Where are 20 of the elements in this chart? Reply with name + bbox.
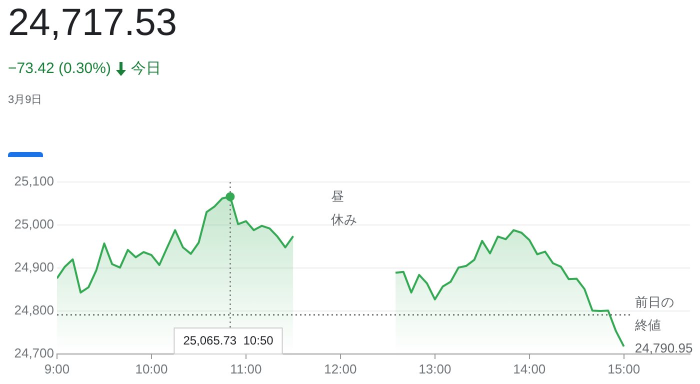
x-tick-label: 14:00: [513, 361, 546, 376]
chart-title: 24,717.53: [8, 2, 178, 45]
y-tick-label: 25,000: [14, 216, 54, 232]
text: 今日: [131, 59, 161, 78]
y-tick-label: 24,700: [14, 346, 54, 361]
annotation: 昼休み: [331, 188, 357, 229]
y-tick-label: 24,800: [14, 302, 54, 318]
y-tick-label: 25,100: [14, 174, 54, 189]
x-tick-label: 15:00: [608, 361, 640, 376]
x-tick-label: 9:00: [44, 361, 70, 376]
annotation: 24,790.95: [634, 340, 693, 356]
ref-line-label: 前日の終値: [634, 294, 674, 332]
annotation: 25,065.73 10:50: [183, 333, 274, 348]
x-tick-label: 12:00: [324, 361, 357, 376]
x-tick-label: 10:00: [135, 361, 168, 376]
y-tick-label: 24,900: [14, 260, 54, 275]
text: 3月9日: [8, 93, 42, 107]
x-tick-label: 11:00: [230, 361, 262, 376]
chart-subtitle: −73.42 (0.30%): [8, 60, 111, 77]
x-tick-label: 13:00: [418, 361, 452, 376]
